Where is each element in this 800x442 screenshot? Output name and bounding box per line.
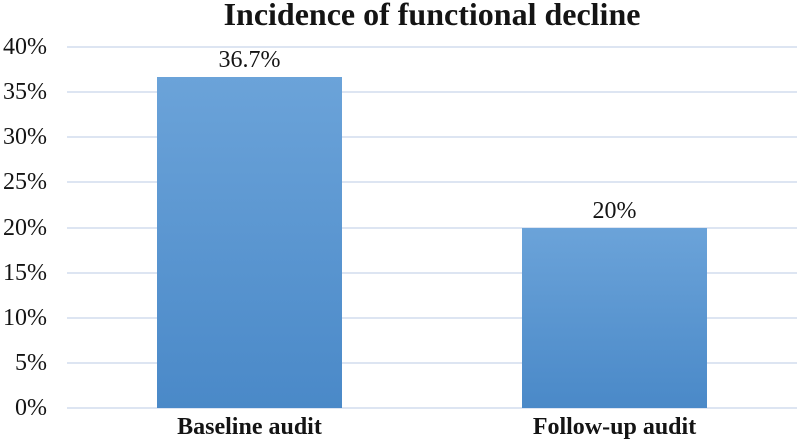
data-label-baseline-audit: 36.7%: [218, 46, 281, 73]
y-tick-label-0pct: 0%: [15, 395, 47, 421]
gridline-35pct: [67, 91, 797, 94]
y-tick-label-5pct: 5%: [15, 349, 47, 376]
gridline-25pct: [67, 181, 797, 184]
category-label-baseline-audit: Baseline audit: [177, 414, 322, 440]
gridline-0pct: [67, 407, 797, 409]
bar-follow-up-audit: [522, 227, 707, 408]
category-label-follow-up-audit: Follow-up audit: [532, 414, 697, 440]
gridline-10pct: [67, 316, 797, 319]
y-tick-label-30pct: 30%: [3, 124, 47, 151]
y-tick-label-40pct: 40%: [3, 34, 47, 60]
gridline-15pct: [67, 271, 797, 274]
gridline-40pct: [67, 46, 797, 48]
y-tick-label-15pct: 15%: [3, 259, 47, 286]
y-tick-label-35pct: 35%: [3, 79, 47, 106]
gridline-30pct: [67, 136, 797, 139]
data-label-follow-up-audit: 20%: [592, 197, 637, 224]
y-tick-label-25pct: 25%: [3, 169, 47, 196]
y-tick-label-10pct: 10%: [3, 304, 47, 331]
chart-title: Incidence of functional decline: [223, 0, 641, 32]
gridline-5pct: [67, 361, 797, 364]
gridline-20pct: [67, 226, 797, 229]
y-tick-label-20pct: 20%: [3, 214, 47, 241]
bar-baseline-audit: [157, 76, 342, 408]
